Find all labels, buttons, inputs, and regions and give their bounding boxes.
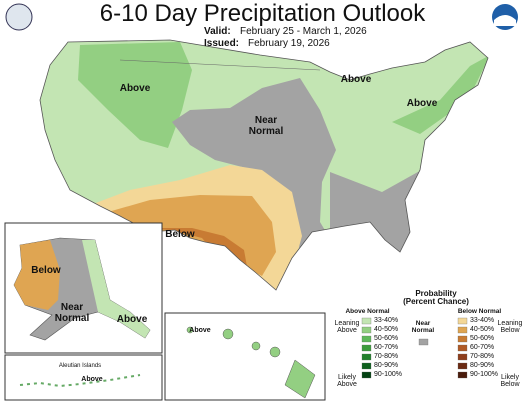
legend-swatch (457, 353, 468, 361)
likely-above: Likely Above (337, 374, 357, 389)
leaning-above: Leaning Above (334, 320, 360, 335)
legend-range: 90-100% (374, 371, 403, 378)
legend-range: 40-50% (470, 326, 495, 333)
logo-doc (5, 3, 33, 31)
logo-noaa (492, 4, 518, 30)
legend-swatch (457, 317, 468, 325)
legend-near-heading: Near Normal (411, 320, 435, 334)
legend (361, 317, 468, 379)
valid-dates: February 25 - March 1, 2026 (240, 26, 367, 37)
legend-above-heading: Above Normal (345, 308, 390, 315)
legend-swatch (361, 344, 372, 352)
legend-swatch (457, 344, 468, 352)
legend-swatch (361, 317, 372, 325)
legend-range: 50-60% (374, 335, 399, 342)
alaska-label: Near Normal (54, 302, 90, 324)
legend-swatch (457, 335, 468, 343)
valid-label: Valid: (204, 26, 231, 37)
legend-range: 33-40% (374, 317, 399, 324)
legend-swatch (457, 326, 468, 334)
title: 6-10 Day Precipitation Outlook (99, 0, 426, 27)
legend-range: 80-90% (374, 362, 399, 369)
region-label: Above (340, 74, 372, 85)
conus-outline (39, 39, 489, 291)
region-label: Below (165, 229, 195, 240)
hawaii (186, 326, 316, 399)
legend-range: 60-70% (470, 344, 495, 351)
aleutian-label: Above (81, 376, 103, 383)
aleutian-inset (4, 354, 163, 401)
legend-range: 40-50% (374, 326, 399, 333)
legend-range: 90-100% (470, 371, 499, 378)
legend-swatch (361, 335, 372, 343)
aleutian-title: Aleutian Islands (58, 363, 102, 369)
aleutian-islands (19, 374, 141, 388)
region-label: Above (406, 98, 438, 109)
issued-date: February 19, 2026 (248, 38, 330, 49)
region-label: Near Normal (248, 115, 284, 137)
legend-range: 70-80% (374, 353, 399, 360)
legend-range: 80-90% (470, 362, 495, 369)
legend-range: 70-80% (470, 353, 495, 360)
alaska-label: Above (116, 314, 148, 325)
leaning-below: Leaning Below (497, 320, 523, 335)
alaska-label: Below (31, 265, 61, 276)
legend-swatch (457, 371, 468, 379)
hawaii-label: Above (189, 327, 211, 334)
region-label: Above (119, 83, 151, 94)
legend-range: 60-70% (374, 344, 399, 351)
legend-title: Probability (Percent Chance) (403, 289, 469, 307)
legend-below-heading: Below Normal (457, 308, 502, 315)
legend-range: 50-60% (470, 335, 495, 342)
legend-swatch (361, 326, 372, 334)
alaska-above (82, 240, 150, 338)
legend-swatch (418, 338, 429, 346)
legend-swatch (457, 362, 468, 370)
legend-swatch (361, 371, 372, 379)
alaska-below (14, 240, 60, 310)
legend-swatch (361, 353, 372, 361)
likely-below: Likely Below (500, 374, 520, 389)
legend-range: 33-40% (470, 317, 495, 324)
legend-swatch (361, 362, 372, 370)
issued-label: Issued: (204, 38, 240, 49)
